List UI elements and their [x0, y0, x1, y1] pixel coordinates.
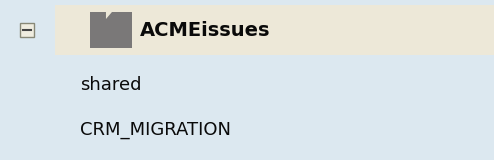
Bar [90, 12, 106, 19]
Text: CRM_MIGRATION: CRM_MIGRATION [80, 121, 231, 139]
Text: ACMEissues: ACMEissues [140, 20, 271, 40]
Polygon shape [106, 12, 112, 19]
Bar [20, 23, 34, 37]
Text: shared: shared [80, 76, 141, 94]
Bar [55, 5, 494, 55]
Bar [90, 12, 132, 48]
